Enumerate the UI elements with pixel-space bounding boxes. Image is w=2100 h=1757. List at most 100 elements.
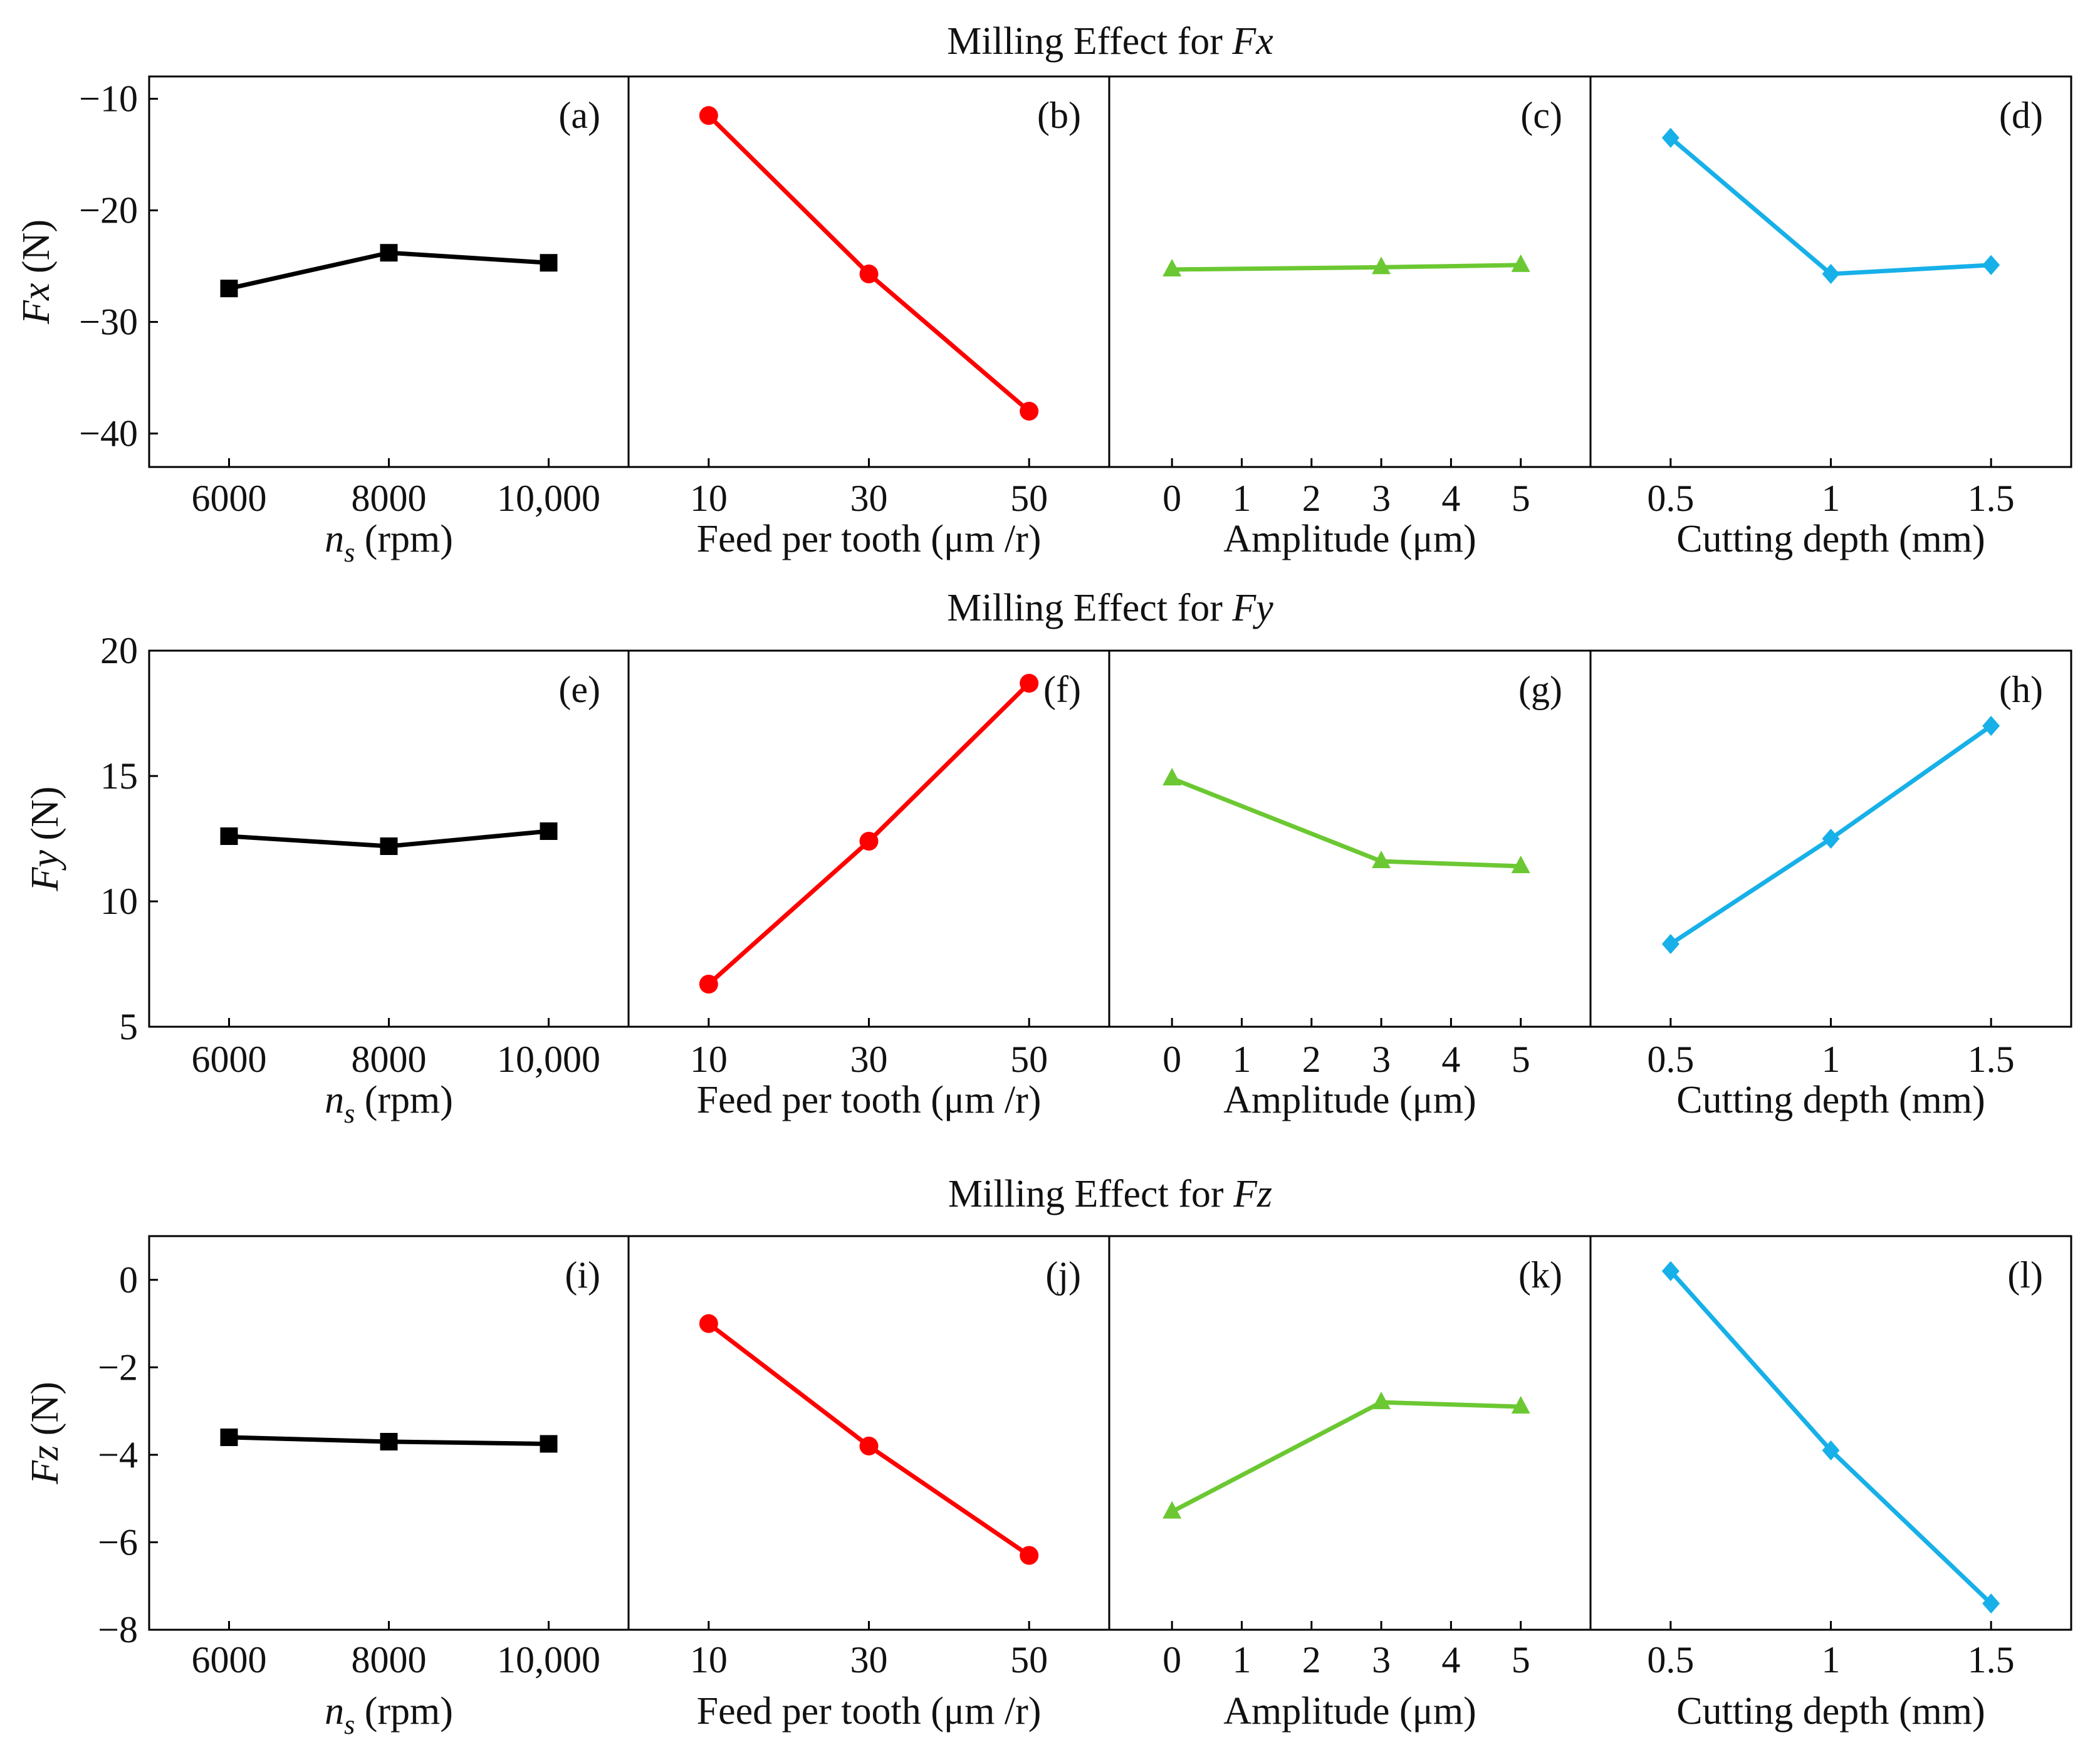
y-tick-label: −30 xyxy=(79,302,138,343)
amplitude-data-point xyxy=(1372,1392,1391,1410)
x-tick-label: 50 xyxy=(1010,1639,1048,1681)
x-tick-label: 4 xyxy=(1441,1039,1460,1080)
cutting-depth-data-point xyxy=(1661,934,1679,954)
panel-frame xyxy=(148,75,630,468)
spindle-speed-data-point xyxy=(380,837,398,855)
panel-label: (g) xyxy=(1518,669,1562,710)
y-tick-label: −10 xyxy=(79,78,138,120)
cutting-depth-data-point xyxy=(1822,829,1840,849)
feed-per-tooth-data-point xyxy=(699,975,718,994)
x-tick-label: 10 xyxy=(690,478,728,519)
panel-label: (l) xyxy=(2007,1254,2043,1296)
amplitude-data-point xyxy=(1372,256,1391,275)
x-tick-label: 2 xyxy=(1302,1039,1321,1080)
feed-per-tooth-data-point xyxy=(699,106,718,125)
feed-per-tooth-data-point xyxy=(1020,674,1039,693)
y-axis-label: Fz (N) xyxy=(24,1382,66,1485)
x-axis-label-text: Amplitude (μm) xyxy=(1223,518,1476,560)
x-tick-label: 0.5 xyxy=(1647,478,1694,519)
spindle-speed-data-point xyxy=(540,822,558,840)
x-axis-label-text: Cutting depth (mm) xyxy=(1676,1079,1985,1121)
chart-title-variable: Fx xyxy=(1231,20,1273,63)
x-tick-label: 3 xyxy=(1372,478,1391,519)
x-tick-label: 10 xyxy=(690,1039,728,1080)
amplitude-data-point xyxy=(1162,768,1182,785)
x-tick-label: 5 xyxy=(1512,1639,1530,1681)
x-tick-label: 6000 xyxy=(192,1639,267,1681)
cutting-depth-series-line xyxy=(1669,136,1992,276)
x-tick-label: 30 xyxy=(850,478,888,519)
x-axis-label: ns (rpm) xyxy=(325,518,453,568)
panel-amplitude: 0 1 2 3 4 5 Amplitude (μm) (c) xyxy=(1108,75,1592,560)
x-tick-label: 2 xyxy=(1302,478,1321,519)
panel-spindle-speed: 6000 8000 10,000 ns (rpm) (a) xyxy=(148,75,630,568)
x-tick-label: 6000 xyxy=(192,1039,267,1080)
x-tick-label: 6000 xyxy=(192,478,267,519)
panel-amplitude: 0 1 2 3 4 5 Amplitude (μm) (g) xyxy=(1108,649,1592,1121)
x-axis-label: Amplitude (μm) xyxy=(1223,518,1476,560)
y-axis-label-unit: (N) xyxy=(24,1382,66,1445)
panel-amplitude: 0 1 2 3 4 5 Amplitude (μm) (k) xyxy=(1108,1235,1592,1733)
x-tick-label: 0 xyxy=(1162,1039,1181,1080)
cutting-depth-data-point xyxy=(1982,254,2000,275)
cutting-depth-data-point xyxy=(1822,1440,1840,1461)
panel-label: (i) xyxy=(565,1254,600,1296)
panel-label: (a) xyxy=(558,95,600,136)
chart-title-variable: Fz xyxy=(1233,1173,1272,1215)
x-tick-label: 8000 xyxy=(352,1639,427,1681)
x-tick-label: 5 xyxy=(1512,478,1530,519)
x-tick-label: 30 xyxy=(850,1039,888,1080)
feed-per-tooth-data-point xyxy=(859,832,879,851)
x-axis-label-text: Cutting depth (mm) xyxy=(1676,1690,1985,1733)
panel-label: (b) xyxy=(1037,95,1081,136)
spindle-speed-data-point xyxy=(380,1432,398,1450)
y-tick-label: 20 xyxy=(100,630,138,671)
x-axis-label: Amplitude (μm) xyxy=(1223,1079,1476,1121)
x-tick-label: 10,000 xyxy=(497,1039,600,1080)
y-axis-label-variable: Fz xyxy=(24,1445,66,1485)
panel-label: (h) xyxy=(1999,669,2043,710)
x-tick-label: 5 xyxy=(1512,1039,1530,1080)
x-tick-label: 0.5 xyxy=(1647,1039,1694,1080)
x-axis-label-text: Feed per tooth (μm /r) xyxy=(697,1079,1042,1121)
spindle-speed-data-point xyxy=(540,254,558,272)
amplitude-data-point xyxy=(1511,1396,1530,1414)
x-tick-label: 10,000 xyxy=(497,1639,600,1681)
panel-label: (f) xyxy=(1043,669,1081,710)
amplitude-data-point xyxy=(1372,851,1391,868)
y-tick-label: −6 xyxy=(98,1521,138,1563)
x-axis-label: Amplitude (μm) xyxy=(1223,1690,1476,1733)
y-tick-label: 5 xyxy=(119,1006,138,1047)
feed-per-tooth-data-point xyxy=(859,265,879,284)
x-axis-label-unit: (rpm) xyxy=(355,1690,453,1733)
x-axis-label-text: Cutting depth (mm) xyxy=(1676,518,1985,560)
y-tick-label: 15 xyxy=(100,755,138,797)
y-axis-label: Fx (N) xyxy=(15,219,58,325)
y-tick-label: 10 xyxy=(100,881,138,922)
spindle-speed-data-point xyxy=(220,280,238,298)
y-tick-label: −40 xyxy=(79,413,138,454)
x-tick-label: 0.5 xyxy=(1647,1639,1694,1681)
x-axis-label-text: Amplitude (μm) xyxy=(1223,1079,1476,1121)
x-axis-label: Feed per tooth (μm /r) xyxy=(697,1690,1042,1733)
x-axis-label-variable: n xyxy=(325,1690,344,1733)
x-tick-label: 0 xyxy=(1162,1639,1181,1681)
x-tick-label: 50 xyxy=(1010,478,1048,519)
panel-label: (j) xyxy=(1045,1254,1081,1296)
x-tick-label: 50 xyxy=(1010,1039,1048,1080)
cutting-depth-data-point xyxy=(1982,1593,2000,1614)
y-tick-label: 0 xyxy=(119,1259,138,1301)
spindle-speed-data-point xyxy=(220,827,238,845)
amplitude-data-point xyxy=(1162,1501,1182,1519)
x-tick-label: 4 xyxy=(1441,1639,1460,1681)
y-tick-label: −2 xyxy=(98,1346,138,1388)
y-axis-label-variable: Fy xyxy=(24,850,66,892)
x-axis-label: ns (rpm) xyxy=(325,1690,453,1740)
cutting-depth-data-point xyxy=(1661,127,1679,148)
x-tick-label: 10,000 xyxy=(497,478,600,519)
